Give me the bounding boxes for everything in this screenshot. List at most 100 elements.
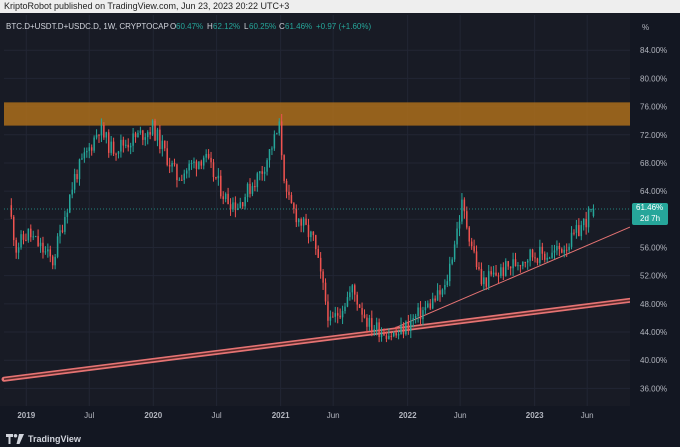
candle-up bbox=[151, 120, 154, 135]
y-tick-label: 40.00% bbox=[640, 356, 667, 365]
candle-down bbox=[485, 277, 488, 287]
axis-unit-label: % bbox=[642, 23, 649, 32]
y-tick-label: 68.00% bbox=[640, 159, 667, 168]
candle-up bbox=[556, 246, 558, 251]
candle-down bbox=[290, 195, 293, 204]
candle-up bbox=[590, 208, 592, 210]
candle-up bbox=[105, 132, 108, 138]
candle-up bbox=[539, 246, 541, 263]
candle-up bbox=[349, 292, 351, 298]
candle-down bbox=[319, 257, 322, 272]
candle-up bbox=[198, 161, 200, 169]
tradingview-logo-icon bbox=[6, 433, 24, 444]
candle-down bbox=[473, 246, 475, 252]
candle-down bbox=[339, 315, 341, 318]
candle-down bbox=[168, 164, 171, 167]
candle-up bbox=[256, 173, 259, 188]
candle-down bbox=[358, 304, 361, 308]
candle-up bbox=[125, 144, 127, 146]
candle-up bbox=[54, 256, 56, 266]
y-tick-label: 76.00% bbox=[640, 103, 667, 112]
candle-down bbox=[536, 258, 539, 263]
y-tick-label: 72.00% bbox=[640, 131, 667, 140]
candle-down bbox=[543, 253, 546, 260]
price-chart[interactable]: 36.00%40.00%44.00%48.00%52.00%56.00%60.0… bbox=[0, 13, 680, 430]
candle-up bbox=[400, 324, 402, 335]
candle-down bbox=[356, 294, 358, 305]
candle-down bbox=[305, 218, 307, 225]
candle-up bbox=[492, 272, 495, 275]
candle-down bbox=[30, 228, 32, 238]
candle-up bbox=[405, 321, 407, 335]
candle-up bbox=[202, 157, 205, 166]
candle-down bbox=[285, 180, 288, 192]
last-price-value: 61.46% bbox=[636, 203, 663, 212]
candle-up bbox=[146, 132, 149, 138]
candle-up bbox=[132, 133, 134, 146]
candle-down bbox=[541, 246, 544, 254]
candle-down bbox=[371, 318, 373, 332]
candle-down bbox=[363, 314, 366, 318]
plot-area bbox=[4, 15, 630, 406]
candle-down bbox=[300, 219, 302, 226]
candle-up bbox=[500, 267, 502, 277]
candle-up bbox=[570, 232, 573, 247]
trendline-layer bbox=[1, 226, 633, 382]
y-tick-label: 64.00% bbox=[640, 187, 667, 196]
zone-layer bbox=[4, 102, 630, 126]
candle-down bbox=[42, 242, 44, 253]
candle-up bbox=[178, 179, 181, 181]
candle-down bbox=[478, 266, 480, 269]
candle-up bbox=[217, 175, 220, 179]
candle-down bbox=[142, 130, 144, 140]
candle-up bbox=[553, 250, 556, 253]
candle-down bbox=[134, 133, 137, 138]
candle-up bbox=[66, 212, 69, 218]
chart-frame[interactable]: 36.00%40.00%44.00%48.00%52.00%56.00%60.0… bbox=[0, 13, 680, 430]
candle-down bbox=[395, 332, 397, 336]
legend-close-label: C bbox=[279, 22, 285, 31]
last-price-countdown: 2d 7h bbox=[640, 214, 660, 223]
candle-down bbox=[307, 224, 310, 238]
candle-down bbox=[573, 232, 575, 234]
candle-up bbox=[78, 159, 81, 180]
rising-trendline bbox=[393, 226, 631, 329]
candle-up bbox=[461, 199, 463, 222]
candle-up bbox=[100, 124, 103, 136]
candle-up bbox=[237, 208, 239, 211]
candle-up bbox=[483, 277, 485, 285]
y-tick-label: 84.00% bbox=[640, 46, 667, 55]
candle-down bbox=[103, 124, 105, 138]
legend-change: +0.97 (+1.60%) bbox=[316, 22, 371, 31]
candle-down bbox=[249, 183, 251, 194]
candle-up bbox=[546, 257, 548, 260]
candle-down bbox=[463, 199, 466, 212]
candle-layer bbox=[4, 113, 630, 343]
candle-up bbox=[171, 163, 173, 167]
candle-down bbox=[531, 249, 534, 258]
candle-up bbox=[81, 158, 83, 160]
candle-up bbox=[341, 311, 344, 318]
candle-down bbox=[407, 321, 410, 331]
candle-down bbox=[490, 271, 492, 275]
candle-down bbox=[468, 227, 470, 242]
candle-up bbox=[412, 318, 414, 321]
candle-up bbox=[95, 134, 98, 138]
candle-down bbox=[497, 275, 500, 277]
candle-down bbox=[293, 203, 295, 209]
candle-down bbox=[280, 121, 283, 156]
candle-up bbox=[268, 149, 271, 161]
candle-down bbox=[509, 266, 512, 269]
candle-down bbox=[10, 205, 13, 217]
candle-down bbox=[98, 134, 100, 136]
candle-up bbox=[575, 225, 578, 233]
y-tick-label: 52.00% bbox=[640, 272, 667, 281]
candle-up bbox=[246, 183, 249, 197]
candle-up bbox=[64, 217, 66, 232]
candle-down bbox=[115, 153, 117, 155]
candle-up bbox=[183, 173, 186, 180]
candle-up bbox=[139, 130, 142, 133]
candle-up bbox=[188, 163, 190, 171]
candle-up bbox=[329, 316, 332, 321]
candle-down bbox=[61, 230, 64, 232]
